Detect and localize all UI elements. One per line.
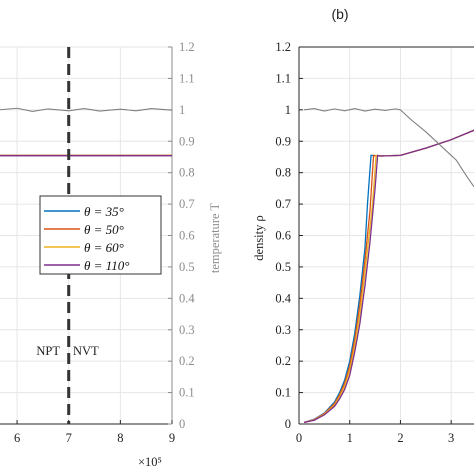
panel-b-x-tick-label: 2 xyxy=(397,431,403,445)
x-exponent-label: ×10⁵ xyxy=(138,455,162,469)
panel-a-right-y-tick-label: 0.6 xyxy=(179,229,195,243)
panel-b-y-tick-label: 1 xyxy=(285,103,291,117)
panel-b-series xyxy=(303,108,474,424)
panel-a-x-tick-label: 9 xyxy=(169,431,175,445)
panel-a-x-tick-label: 8 xyxy=(117,431,123,445)
panel-a-series xyxy=(0,107,173,157)
panel-b-temperature-line xyxy=(304,108,474,188)
panel-a-right-y-tick-label: 0.7 xyxy=(179,197,195,211)
panel-b-y-tick-label: 0.4 xyxy=(275,291,291,305)
legend-entry-label: θ = 50° xyxy=(84,222,124,237)
panel-a: 6 7 8 900.10.20.30.40.50.60.70.80.911.11.2 … xyxy=(0,40,222,469)
panel-a-right-y-tick-label: 0.2 xyxy=(179,354,195,368)
legend-entry-label: θ = 60° xyxy=(84,240,124,255)
panel-b-density-series-line xyxy=(303,129,474,424)
panel-a-x-tick-label: 6 xyxy=(14,431,20,445)
panel-a-right-y-tick-label: 1 xyxy=(179,103,185,117)
panel-b: (b) 0 1 2 3 0 0.1 0.2 0.3 0.4 0.5 0.6 0.7 0.8 0.9 1 1.1… xyxy=(252,6,474,445)
panel-a-right-y-tick-label: 0.5 xyxy=(179,260,195,274)
panel-b-x-tick-label: 1 xyxy=(347,431,353,445)
legend: θ = 35° θ = 50° θ = 60° θ = 110° xyxy=(39,195,162,275)
panel-a-temperature-line xyxy=(0,107,173,112)
panel-b-y-tick-label: 0.1 xyxy=(275,386,291,400)
panel-b-y-tick-label: 0.9 xyxy=(275,134,291,148)
legend-items: θ = 35° θ = 50° θ = 60° θ = 110° xyxy=(44,204,129,273)
nvt-label: NVT xyxy=(73,344,99,358)
panel-b-label: (b) xyxy=(331,6,348,22)
panel-a-right-y-tick-label: 0.9 xyxy=(179,134,195,148)
legend-entry-label: θ = 110° xyxy=(84,258,129,273)
panel-a-right-y-tick-label: 0.3 xyxy=(179,323,195,337)
density-axis-label: density ρ xyxy=(252,215,266,260)
panel-a-x-tick-label: 7 xyxy=(66,431,72,445)
panel-b-x-tick-label: 3 xyxy=(448,431,454,445)
panel-b-y-tick-label: 1.1 xyxy=(275,71,291,85)
panel-b-y-tick-label: 1.2 xyxy=(275,40,291,54)
panel-b-y-tick-label: 0.8 xyxy=(275,166,291,180)
panel-b-y-tick-label: 0.2 xyxy=(275,354,291,368)
legend-entry-label: θ = 35° xyxy=(84,204,124,219)
npt-label: NPT xyxy=(36,344,60,358)
panel-b-y-tick-label: 0 xyxy=(285,417,291,431)
panel-a-ticks: 6 7 8 90 0.1 0.2 0.3 0.4 0.5 0.6 0.7 0.8 0.9 1 1.1 1.2 xyxy=(14,40,195,445)
panel-b-y-tick-label: 0.7 xyxy=(275,197,291,211)
panel-a-right-y-tick-label: 0.8 xyxy=(179,166,195,180)
panel-b-ticks: 0 1 2 3 0 0.1 0.2 0.3 0.4 0.5 0.6 0.7 0.8 0.9 1 1.1 1.2 xyxy=(275,40,454,445)
panel-a-right-y-tick-label: 0.4 xyxy=(179,291,195,305)
panel-a-right-y-tick-label: 0 xyxy=(179,417,185,431)
panel-a-right-y-tick-label: 1.1 xyxy=(179,71,195,85)
panel-b-y-tick-label: 0.6 xyxy=(275,229,291,243)
panel-b-y-tick-label: 0.3 xyxy=(275,323,291,337)
legend-box xyxy=(39,195,162,275)
panel-a-right-y-tick-label: 1.2 xyxy=(179,40,195,54)
panel-a-right-y-tick-label: 0.1 xyxy=(179,386,195,400)
temperature-axis-label: temperature T xyxy=(208,203,222,274)
panel-b-x-tick-label: 0 xyxy=(296,431,302,445)
panel-b-y-tick-label: 0.5 xyxy=(275,260,291,274)
